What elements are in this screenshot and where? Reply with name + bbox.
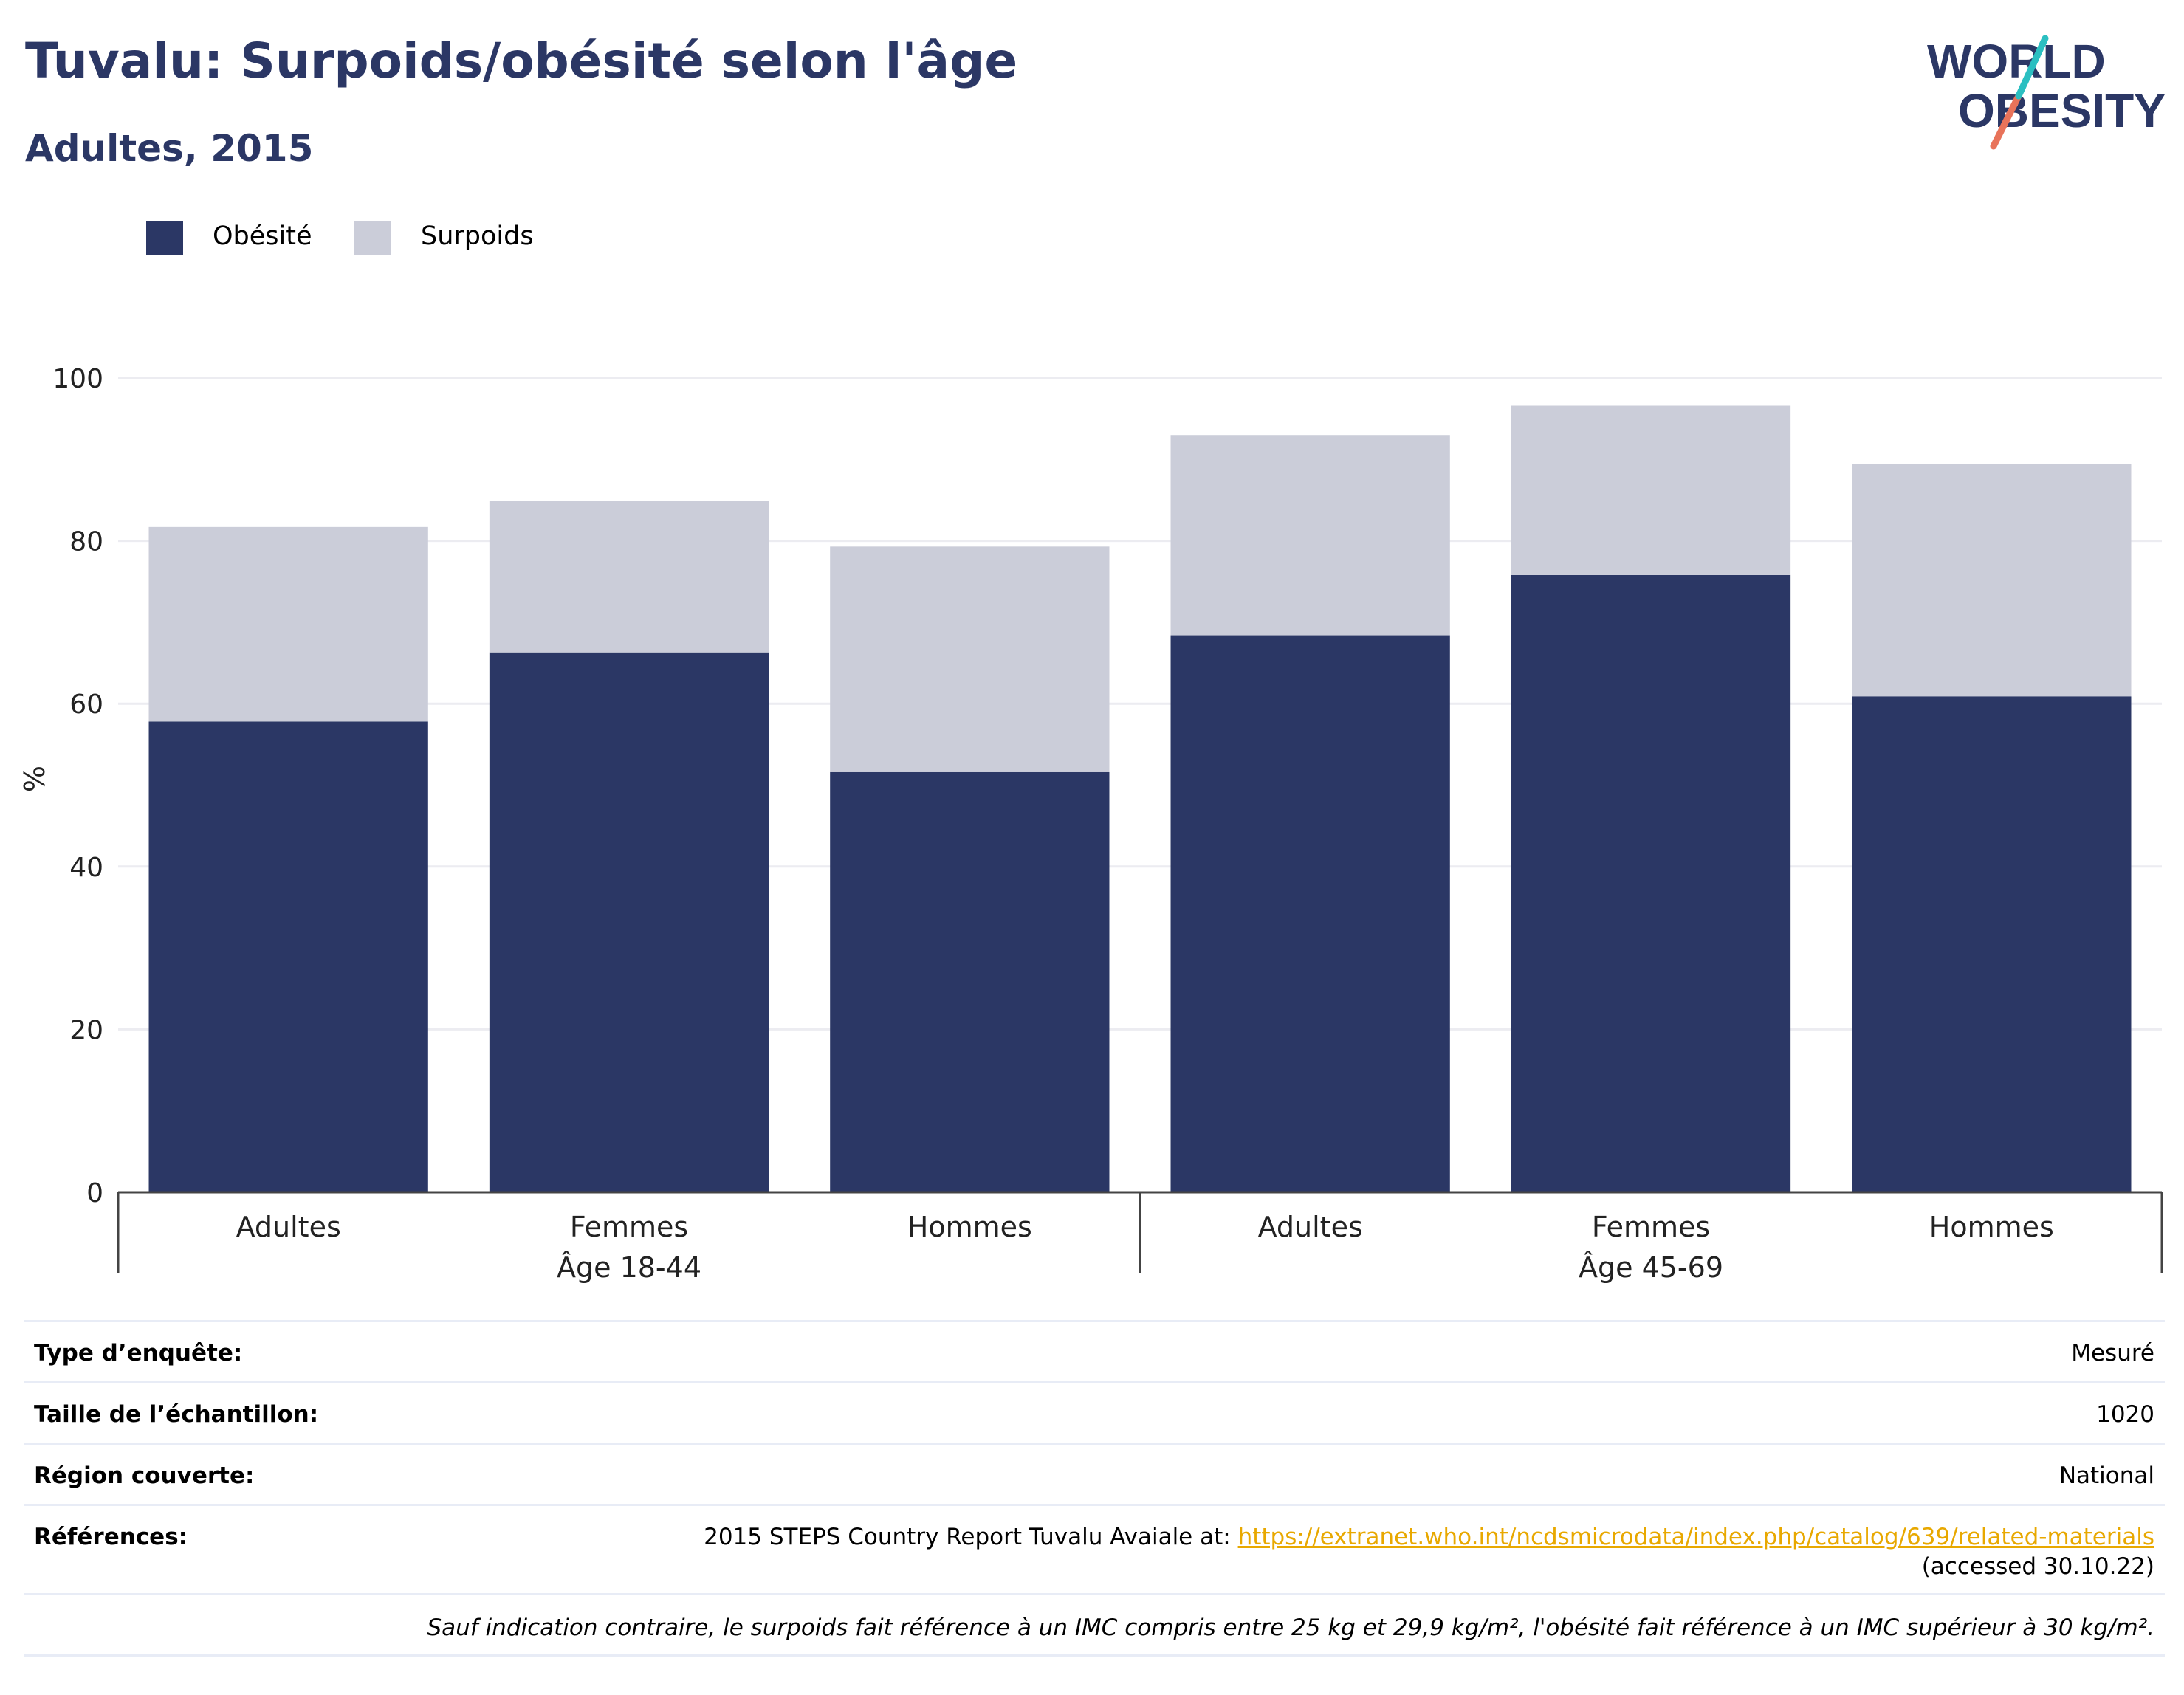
legend-label-obesity: Obésité — [213, 221, 312, 251]
bar-obesity-3 — [1170, 635, 1450, 1192]
logo-mark: WORLD OBESITY — [1927, 35, 2166, 150]
survey-type-label: Type d’enquête: — [34, 1340, 243, 1366]
references-value: 2015 STEPS Country Report Tuvalu Avaiale… — [704, 1524, 2154, 1580]
bars — [148, 405, 2132, 1192]
bar-obesity-1 — [489, 652, 769, 1192]
info-row-sample-size: Taille de l’échantillon: 1020 — [24, 1381, 2165, 1443]
info-row-survey-type: Type d’enquête: Mesuré — [24, 1320, 2165, 1381]
legend-label-overweight: Surpoids — [421, 221, 534, 251]
logo-slash-lower — [1990, 92, 2022, 150]
y-tick-label-80: 80 — [69, 527, 103, 557]
survey-type-value: Mesuré — [2071, 1340, 2154, 1366]
bar-obesity-4 — [1511, 574, 1791, 1192]
world-obesity-logo: WORLD OBESITY — [1927, 22, 2171, 155]
y-tick-label-60: 60 — [69, 690, 103, 720]
legend-swatch-overweight — [354, 221, 391, 255]
bar-overweight-2 — [830, 546, 1110, 772]
x-axis: Adultes Femmes Hommes Adultes Femmes Hommes Âg… — [117, 1191, 2163, 1284]
x-tick-label-3: Adultes — [1258, 1211, 1363, 1243]
x-tick-label-2: Hommes — [907, 1211, 1032, 1243]
group-label-0: Âge 18-44 — [557, 1251, 701, 1284]
references-accessed: (accessed 30.10.22) — [1921, 1553, 2154, 1580]
references-link[interactable]: https://extranet.who.int/ncdsmicrodata/i… — [1237, 1524, 2154, 1550]
bar-obesity-5 — [1852, 696, 2132, 1192]
logo-slash-upper — [2015, 35, 2049, 100]
x-tick-label-0: Adultes — [236, 1211, 341, 1243]
group-label-1: Âge 45-69 — [1579, 1251, 1723, 1284]
y-tick-label-100: 100 — [52, 364, 103, 394]
sample-size-value: 1020 — [2096, 1401, 2154, 1428]
bar-overweight-5 — [1852, 464, 2132, 697]
info-row-region: Région couverte: National — [24, 1443, 2165, 1504]
x-tick-label-5: Hommes — [1929, 1211, 2054, 1243]
y-axis-ticks: 0 20 40 60 80 100 — [52, 364, 103, 1208]
legend-swatch-obesity — [146, 221, 183, 255]
info-row-references: Références: 2015 STEPS Country Report Tu… — [24, 1504, 2165, 1593]
bar-overweight-4 — [1511, 405, 1791, 575]
bar-obesity-2 — [830, 771, 1110, 1192]
region-value: National — [2058, 1462, 2154, 1489]
references-label: Références: — [34, 1524, 188, 1550]
definition-note: Sauf indication contraire, le surpoids f… — [427, 1615, 2154, 1641]
sample-size-label: Taille de l’échantillon: — [34, 1401, 319, 1428]
y-tick-label-40: 40 — [69, 853, 103, 883]
info-row-note: Sauf indication contraire, le surpoids f… — [24, 1593, 2165, 1657]
bar-overweight-0 — [148, 526, 428, 722]
y-tick-label-20: 20 — [69, 1015, 103, 1045]
chart-subtitle: Adultes, 2015 — [25, 127, 314, 170]
x-tick-label-1: Femmes — [570, 1211, 688, 1243]
bar-overweight-1 — [489, 501, 769, 653]
chart-title: Tuvalu: Surpoids/obésité selon l'âge — [25, 32, 1018, 89]
y-axis-label: % — [18, 766, 51, 792]
x-tick-label-4: Femmes — [1592, 1211, 1710, 1243]
y-tick-label-0: 0 — [86, 1178, 103, 1208]
bar-overweight-3 — [1170, 435, 1450, 636]
region-label: Région couverte: — [34, 1462, 255, 1489]
references-text: 2015 STEPS Country Report Tuvalu Avaiale… — [704, 1524, 1238, 1550]
survey-info-table: Type d’enquête: Mesuré Taille de l’échan… — [24, 1320, 2165, 1657]
logo-text-world: WORLD — [1927, 35, 2106, 88]
gridlines — [118, 377, 2162, 1031]
bar-obesity-0 — [148, 721, 428, 1192]
logo-text-obesity: OBESITY — [1958, 84, 2166, 137]
